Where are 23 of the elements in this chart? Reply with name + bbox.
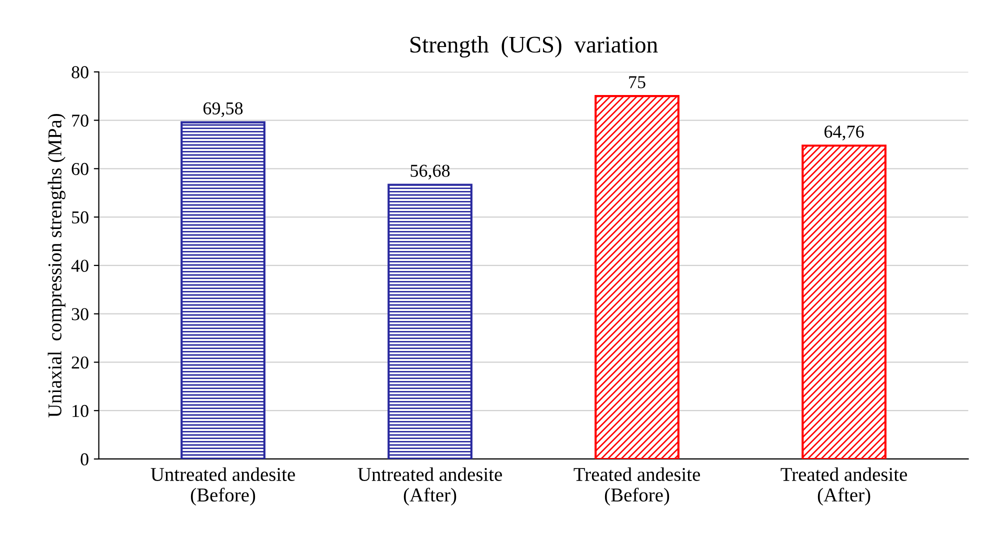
- data-label: 75: [629, 76, 646, 88]
- bar: [388, 184, 472, 459]
- y-tick-label: 30: [72, 308, 88, 320]
- y-tick-label: 10: [72, 404, 88, 418]
- x-tick-label: Treated andesite (After): [780, 467, 907, 506]
- y-tick-label: 60: [72, 162, 88, 176]
- y-tick-label: 20: [72, 356, 88, 369]
- data-label: 69,58: [203, 102, 243, 118]
- data-label: 64,76: [824, 126, 864, 140]
- chart-title: Strength (UCS) variation: [410, 36, 658, 58]
- x-tick-label: Treated andesite (Before): [574, 467, 700, 506]
- data-label: 56,68: [410, 164, 450, 180]
- y-tick-label: 70: [72, 114, 88, 127]
- y-axis-title: Uniaxial compression strengths (MPa): [48, 114, 66, 418]
- y-tick-label: 40: [71, 260, 88, 272]
- x-tick-label: Untreated andesite (Before): [150, 467, 295, 506]
- y-tick-label: 50: [72, 211, 88, 224]
- y-tick-label: 80: [72, 66, 88, 78]
- bar: [802, 144, 886, 459]
- x-tick-label: Untreated andesite (After): [358, 467, 502, 506]
- bar: [180, 121, 266, 459]
- y-tick-label: 0: [80, 453, 88, 466]
- bar: [594, 95, 680, 459]
